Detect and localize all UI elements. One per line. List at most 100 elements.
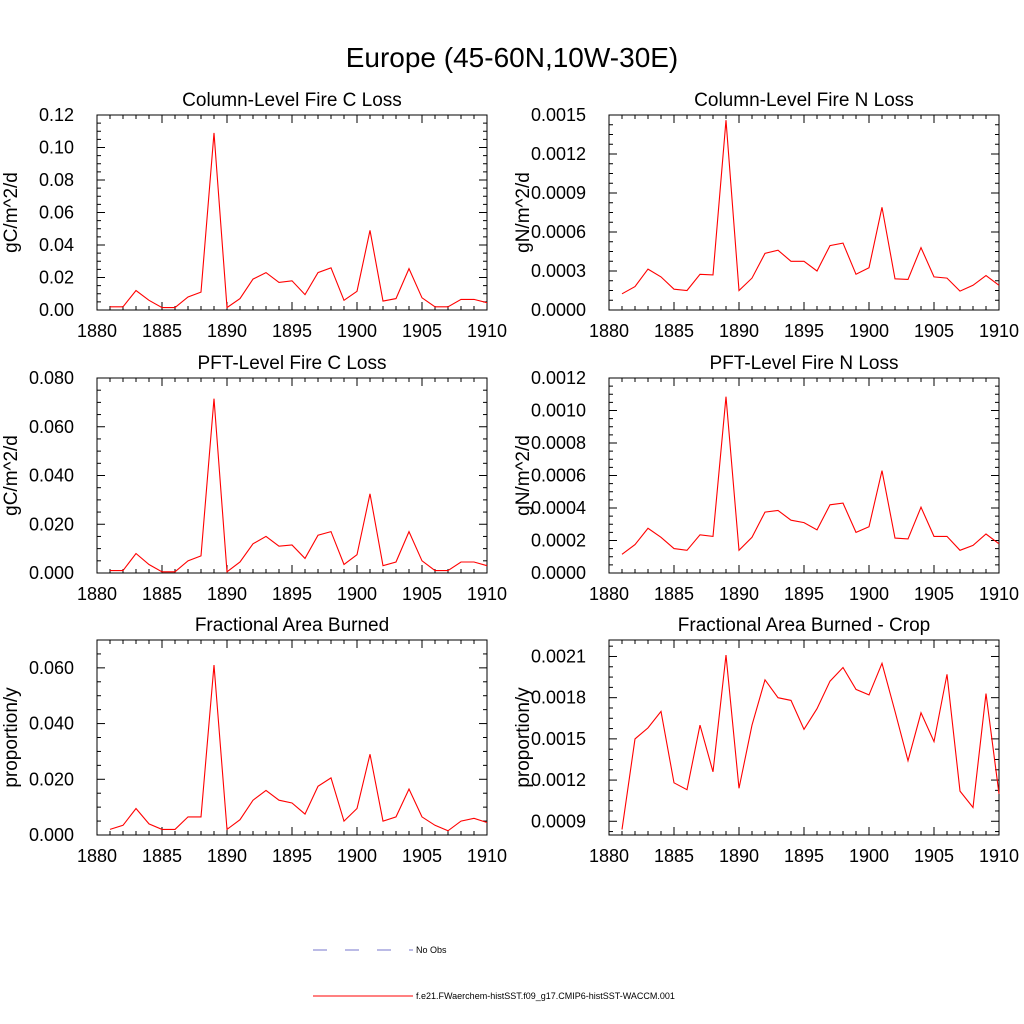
y-tick-label: 0.10 bbox=[39, 138, 74, 158]
panel-4: 1880 1885 1890 1895 1900 1905 1910 0.0000 0.0002… bbox=[513, 353, 1019, 604]
y-tick-label: 0.0012 bbox=[531, 368, 586, 388]
y-tick-label: 0.0000 bbox=[531, 300, 586, 320]
x-tick-label: 1880 bbox=[589, 321, 629, 341]
y-tick-label: 0.02 bbox=[39, 268, 74, 288]
y-tick-label: 0.0018 bbox=[531, 688, 586, 708]
x-tick-label: 1910 bbox=[979, 846, 1019, 866]
y-axis-label: proportion/y bbox=[513, 687, 534, 788]
x-tick-label: 1885 bbox=[654, 584, 694, 604]
x-tick-label: 1905 bbox=[914, 321, 954, 341]
x-tick-label: 1885 bbox=[142, 584, 182, 604]
y-tick-label: 0.060 bbox=[29, 417, 74, 437]
x-tick-label: 1900 bbox=[849, 584, 889, 604]
figure-title: Europe (45-60N,10W-30E) bbox=[346, 42, 679, 73]
y-tick-label: 0.0015 bbox=[531, 729, 586, 749]
x-tick-label: 1895 bbox=[784, 321, 824, 341]
y-axis-label: gC/m^2/d bbox=[1, 435, 22, 516]
plot-frame bbox=[608, 114, 1000, 311]
panel-title: Fractional Area Burned bbox=[195, 615, 389, 636]
x-tick-label: 1895 bbox=[272, 584, 312, 604]
plot-frame bbox=[608, 639, 1000, 836]
y-tick-label: 0.0003 bbox=[531, 261, 586, 281]
panels: 1880 1885 1890 1895 1900 1905 1910 0.00 0.02 0.04… bbox=[1, 90, 1019, 866]
y-tick-label: 0.0009 bbox=[531, 811, 586, 831]
y-tick-label: 0.0002 bbox=[531, 531, 586, 551]
panel-title: PFT-Level Fire C Loss bbox=[198, 353, 387, 374]
x-tick-label: 1910 bbox=[979, 584, 1019, 604]
y-tick-label: 0.020 bbox=[29, 514, 74, 534]
x-tick-label: 1900 bbox=[337, 584, 377, 604]
series-line bbox=[110, 398, 488, 573]
legend-label-case: f.e21.FWaerchem-histSST.f09_g17.CMIP6-hi… bbox=[416, 991, 675, 1001]
x-tick-label: 1895 bbox=[272, 846, 312, 866]
panel-1: 1880 1885 1890 1895 1900 1905 1910 0.00 0.02 0.04… bbox=[1, 90, 507, 341]
x-tick-label: 1910 bbox=[979, 321, 1019, 341]
x-tick-label: 1880 bbox=[77, 321, 117, 341]
panel-5: 1880 1885 1890 1895 1900 1905 1910 0.000 0.020 0.… bbox=[1, 615, 507, 866]
x-tick-label: 1880 bbox=[589, 584, 629, 604]
x-tick-label: 1885 bbox=[654, 846, 694, 866]
x-tick-label: 1880 bbox=[589, 846, 629, 866]
y-tick-label: 0.0010 bbox=[531, 401, 586, 421]
panel-6: 1880 1885 1890 1895 1900 1905 1910 0.0009 0.0012… bbox=[513, 615, 1019, 866]
y-tick-label: 0.0004 bbox=[531, 498, 586, 518]
series-line bbox=[110, 132, 488, 309]
y-tick-label: 0.0000 bbox=[531, 563, 586, 583]
panel-title: PFT-Level Fire N Loss bbox=[710, 353, 899, 374]
x-tick-label: 1900 bbox=[849, 846, 889, 866]
y-tick-label: 0.0006 bbox=[531, 222, 586, 242]
y-tick-label: 0.0006 bbox=[531, 466, 586, 486]
x-tick-label: 1885 bbox=[142, 846, 182, 866]
x-tick-label: 1890 bbox=[207, 584, 247, 604]
x-tick-label: 1905 bbox=[402, 321, 442, 341]
panel-title: Column-Level Fire C Loss bbox=[182, 90, 402, 111]
y-tick-label: 0.12 bbox=[39, 105, 74, 125]
plot-frame bbox=[608, 377, 1000, 574]
x-tick-label: 1900 bbox=[337, 321, 377, 341]
panel-3: 1880 1885 1890 1895 1900 1905 1910 0.000 0.020 0.… bbox=[1, 353, 507, 604]
x-tick-label: 1880 bbox=[77, 846, 117, 866]
series-line bbox=[621, 396, 1000, 555]
x-tick-label: 1905 bbox=[914, 846, 954, 866]
plot-frame bbox=[96, 639, 488, 836]
plot-frame bbox=[96, 377, 488, 574]
series-line bbox=[621, 120, 1000, 295]
y-tick-label: 0.04 bbox=[39, 235, 74, 255]
x-tick-label: 1880 bbox=[77, 584, 117, 604]
panel-title: Fractional Area Burned - Crop bbox=[678, 615, 930, 636]
series-line bbox=[109, 665, 488, 832]
y-tick-label: 0.0012 bbox=[531, 144, 586, 164]
x-tick-label: 1895 bbox=[784, 846, 824, 866]
y-tick-label: 0.00 bbox=[39, 300, 74, 320]
x-tick-label: 1895 bbox=[784, 584, 824, 604]
y-tick-label: 0.080 bbox=[29, 368, 74, 388]
legend: No Obs f.e21.FWaerchem-histSST.f09_g17.CM… bbox=[313, 945, 675, 1001]
x-tick-label: 1900 bbox=[849, 321, 889, 341]
y-tick-label: 0.0012 bbox=[531, 770, 586, 790]
x-tick-label: 1910 bbox=[467, 321, 507, 341]
y-axis-label: proportion/y bbox=[1, 687, 22, 788]
x-tick-label: 1890 bbox=[207, 846, 247, 866]
panel-2: 1880 1885 1890 1895 1900 1905 1910 0.0000 0.0003… bbox=[513, 90, 1019, 341]
x-tick-label: 1905 bbox=[402, 584, 442, 604]
x-tick-label: 1900 bbox=[337, 846, 377, 866]
series-line bbox=[621, 655, 1000, 830]
y-tick-label: 0.0008 bbox=[531, 433, 586, 453]
x-tick-label: 1885 bbox=[142, 321, 182, 341]
y-tick-label: 0.0009 bbox=[531, 183, 586, 203]
x-tick-label: 1910 bbox=[467, 846, 507, 866]
y-tick-label: 0.040 bbox=[29, 714, 74, 734]
y-axis-label: gC/m^2/d bbox=[1, 172, 22, 253]
y-tick-label: 0.0021 bbox=[531, 646, 586, 666]
y-tick-label: 0.000 bbox=[29, 825, 74, 845]
y-tick-label: 0.0015 bbox=[531, 105, 586, 125]
x-tick-label: 1905 bbox=[914, 584, 954, 604]
x-tick-label: 1910 bbox=[467, 584, 507, 604]
x-tick-label: 1890 bbox=[719, 846, 759, 866]
x-tick-label: 1885 bbox=[654, 321, 694, 341]
y-axis-label: gN/m^2/d bbox=[513, 435, 534, 516]
y-tick-label: 0.040 bbox=[29, 466, 74, 486]
y-tick-label: 0.020 bbox=[29, 769, 74, 789]
x-tick-label: 1905 bbox=[402, 846, 442, 866]
